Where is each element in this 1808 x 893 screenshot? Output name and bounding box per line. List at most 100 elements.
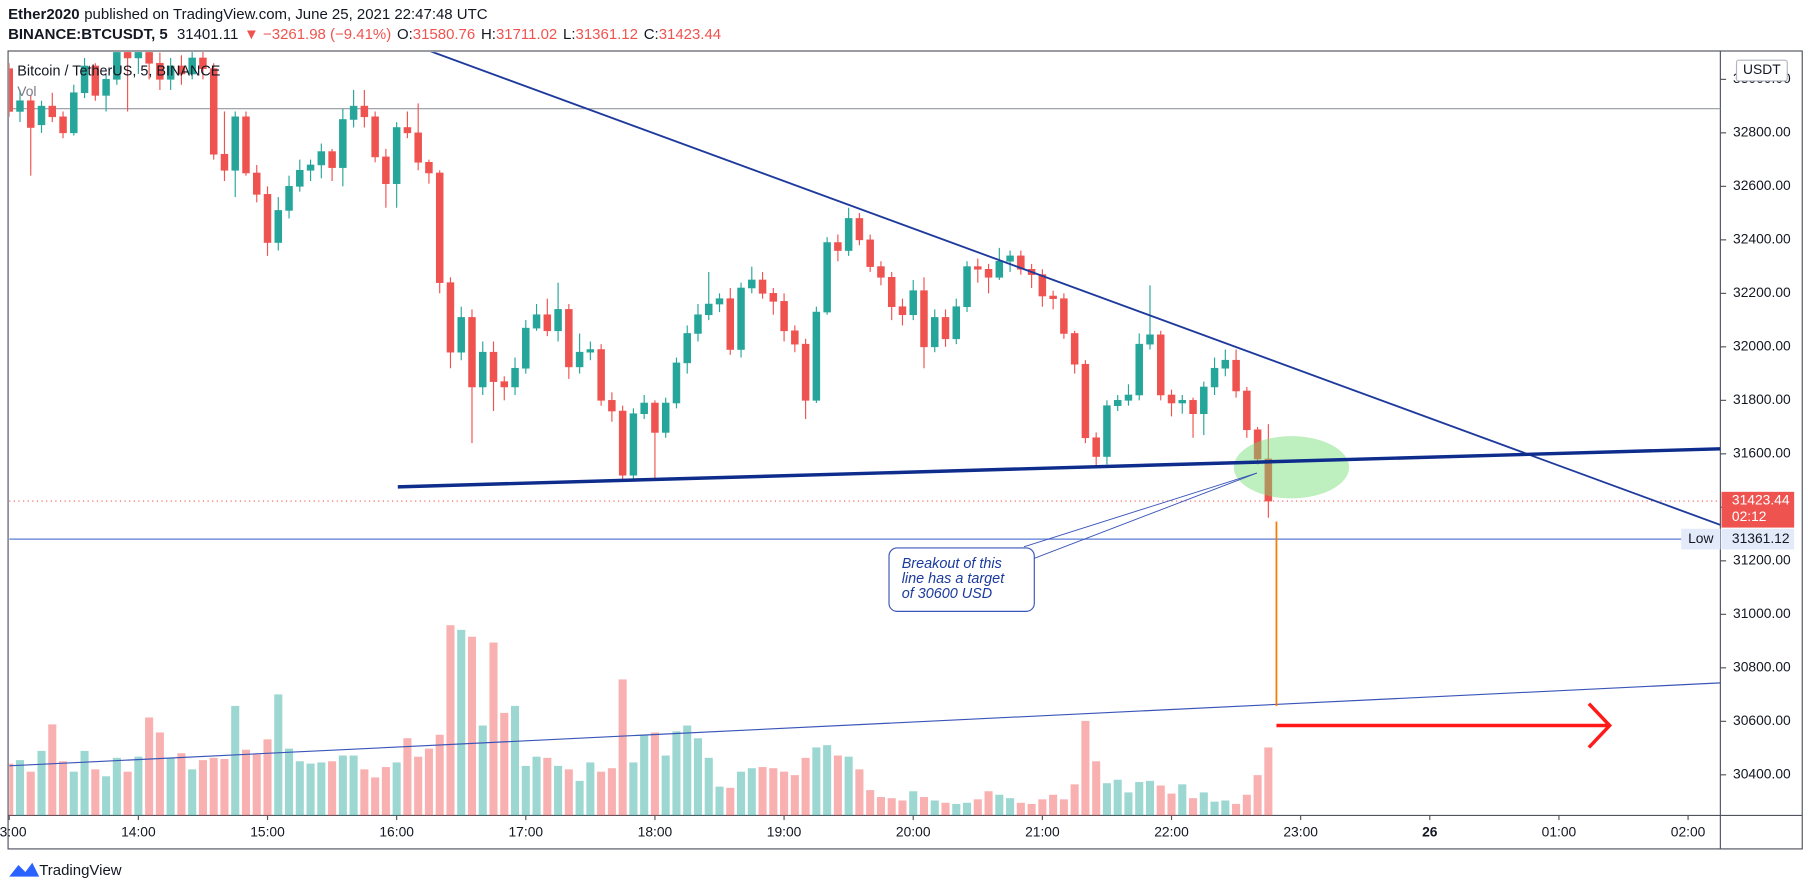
callout-text: line has a target [902,571,1006,587]
candle-body [392,127,401,184]
volume-bar [629,762,638,816]
volume-bar [1199,792,1208,816]
x-tick-label: 19:00 [767,823,802,839]
volume-bar [80,750,89,816]
footer: TradingView [39,862,122,879]
candle-body [1157,334,1165,396]
author: Ether2020 [8,6,80,23]
candle-body [9,68,13,112]
volume-bar [1145,780,1155,816]
currency: USDT [1743,61,1781,77]
volume-bar [317,762,326,816]
candle-body [844,218,853,251]
candle-body [522,327,530,369]
volume-bar [209,757,218,816]
volume-bar [909,791,918,816]
volume-bar [414,756,423,816]
candle-body [134,52,143,59]
y-tick-label: 31800.00 [1733,391,1791,407]
candle-body [1060,298,1068,334]
candle-body [597,349,605,401]
volume-bar [26,771,35,816]
volume-bar [661,755,670,816]
candle-body [887,277,896,308]
candle-body [145,52,153,64]
volume-bar [328,761,337,816]
x-tick-label: 26 [1422,823,1438,839]
volume-bar [424,748,433,816]
y-tick-label: 31600.00 [1733,444,1791,460]
candle-body [349,105,358,120]
volume-bar [1102,783,1111,816]
volume-bar [554,765,563,816]
volume-bar [704,757,713,816]
volume-bar [984,791,993,816]
volume-bar [1264,747,1273,816]
volume-bar [683,725,692,816]
candle-body [48,105,57,118]
candle-body [102,79,110,96]
axes: 30400.00 30600.00 30800.00 31000.00 31200.00… [0,70,1795,839]
candle-body [59,116,67,134]
volume-bar [844,756,853,816]
candle-body [91,65,100,96]
volume-bar [898,800,907,816]
volume-bar [37,750,46,816]
volume-bar [252,754,261,816]
x-tick-label: 17:00 [508,823,543,839]
volume-bar [1027,803,1036,816]
volume-bar [586,762,595,816]
volume-bar [166,757,175,816]
volume-bar [241,749,251,816]
candle-body [543,314,552,332]
volume-bar [1070,784,1079,816]
candle-body [1113,400,1122,406]
volume-bar [1253,775,1262,816]
volume-bar [112,757,121,816]
symbol-line: BINANCE:BTCUSDT, 5 31401.11 ▼ −3261.98 (−9… [8,26,721,43]
y-tick-label: 31000.00 [1733,605,1791,621]
candle-body [296,170,304,187]
candle-body [651,402,659,433]
x-tick-label: 18:00 [638,823,673,839]
candle-body [672,362,681,404]
x-tick-label: 14:00 [121,823,156,839]
volume-bar [1232,803,1241,816]
volume-bar [607,768,616,816]
callout-pointer [1034,472,1258,559]
volume-bar [973,799,982,816]
candle-body [166,65,175,80]
candle-body [1038,274,1047,297]
volume-bar [812,747,821,816]
candle-body [618,410,627,476]
candle-body [317,151,326,166]
low-price-box [1721,528,1795,550]
candle-body [801,343,810,401]
volume-bar [177,753,186,816]
volume-bar [403,738,412,816]
pane-frame [7,50,1803,850]
low-tag-label: Low [1688,530,1714,546]
low-price-label: 31361.12 [1732,530,1790,546]
volume-bar [381,767,390,816]
volume-bar [9,763,14,816]
candle-body [812,311,821,401]
volume-bar [467,636,477,816]
volume-bar [371,777,380,816]
candle-body [726,298,735,350]
volume-bar [919,797,929,816]
candle-body [479,351,487,388]
volume-bar [123,771,132,816]
candle-body [565,309,573,368]
candle-body [963,266,971,308]
volume-bar [1221,800,1230,816]
y-tick-label: 30600.00 [1733,712,1791,728]
candle-body [866,239,874,267]
callout-text: Breakout of this [902,556,1002,572]
last-price-box [1721,491,1795,528]
ohlc-label: C: [644,26,659,43]
x-tick-label: 15:00 [250,823,285,839]
volume-bar [1135,782,1144,816]
volume-layer [9,625,1273,816]
